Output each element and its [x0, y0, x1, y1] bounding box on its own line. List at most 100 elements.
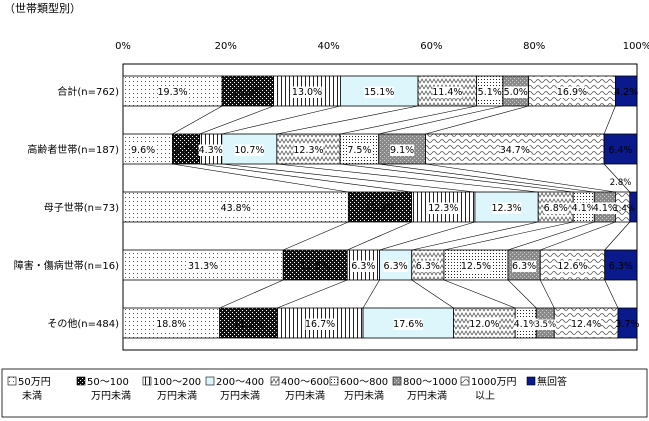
bar-segment	[603, 133, 638, 165]
data-label-bg	[198, 144, 223, 156]
bar-segment	[171, 133, 201, 165]
x-tick-label: 100%	[623, 41, 649, 52]
legend-swatch	[142, 376, 152, 386]
series-connector-line	[276, 105, 419, 135]
category-label: 障害・傷病世帯(n=16)	[14, 259, 119, 272]
series-connector-line	[507, 221, 595, 251]
data-label: 5.0%	[504, 87, 528, 98]
series-connector-line	[540, 221, 616, 251]
data-label: 10.0%	[233, 87, 263, 98]
legend-label: 200〜400	[216, 377, 264, 388]
series-connector-line	[340, 163, 574, 193]
data-label: 6.3%	[351, 261, 375, 272]
bar-segment	[629, 191, 638, 223]
series-connector-line	[283, 221, 349, 251]
data-label: 4.3%	[199, 145, 223, 156]
data-label: 11.4%	[432, 87, 462, 98]
data-label: 10.7%	[234, 145, 264, 156]
data-label: 3.7%	[615, 319, 639, 330]
data-label-bg	[461, 260, 491, 272]
series-connector-line	[604, 221, 631, 251]
series-connector-line	[378, 105, 503, 135]
data-label: 3.5%	[534, 320, 556, 330]
data-label-bg	[592, 202, 617, 214]
series-connector-line	[172, 163, 349, 193]
x-tick-label: 60%	[420, 41, 442, 52]
series-connector-line	[219, 279, 284, 309]
data-label: 19.3%	[158, 87, 188, 98]
connector-lines	[172, 105, 631, 309]
data-label: 6.3%	[384, 261, 408, 272]
legend-label: 万円未満	[344, 390, 384, 402]
legend-label: 50〜100	[87, 377, 129, 388]
data-label: 12.3%	[428, 203, 458, 214]
legend-label: 未満	[22, 390, 42, 402]
page-title: （世帯類型別）	[4, 2, 81, 15]
series-connector-line	[603, 105, 616, 135]
data-label-bg	[432, 86, 463, 98]
data-label-bg	[157, 86, 188, 98]
data-label: 12.4%	[571, 319, 601, 330]
legend-swatch	[460, 376, 470, 386]
data-label: 6.8%	[544, 203, 568, 214]
series-connector-line	[199, 163, 412, 193]
legend-box	[1, 368, 648, 418]
series-connector-line	[443, 221, 574, 251]
data-label: 4.1%	[514, 319, 538, 330]
data-label: 12.0%	[469, 319, 499, 330]
data-label-bg	[512, 260, 537, 272]
x-tick-label: 80%	[523, 41, 545, 52]
category-label: その他(n=484)	[47, 317, 119, 330]
data-label-bg	[305, 318, 335, 330]
x-tick-label: 0%	[115, 41, 131, 52]
data-label-bg	[188, 260, 218, 272]
data-label: 13.0%	[292, 87, 322, 98]
legend-swatch	[329, 376, 339, 386]
legend-label: 400〜600	[281, 377, 329, 388]
data-label: 9.6%	[131, 145, 155, 156]
category-label: 母子世帯(n=73)	[44, 201, 119, 214]
legend-label: 万円未満	[91, 390, 131, 402]
series-connector-line	[603, 163, 631, 193]
series-connector-line	[340, 105, 477, 135]
series-connector-line	[378, 163, 595, 193]
series-connector-line	[425, 163, 616, 193]
data-label-bg	[571, 318, 601, 330]
category-label: 合計(n=762)	[57, 85, 119, 98]
data-label: 12.6%	[557, 261, 587, 272]
series-connector-line	[604, 279, 619, 309]
data-label: 16.7%	[305, 319, 335, 330]
series-connector-line	[362, 279, 380, 309]
data-label-bg	[220, 202, 251, 214]
data-label: 4.1%	[593, 203, 617, 214]
data-label: 31.3%	[188, 261, 218, 272]
data-label-bg	[513, 318, 538, 330]
legend-label: 万円未満	[285, 390, 325, 402]
legend-label: 万円未満	[157, 390, 197, 402]
x-tick-label: 40%	[317, 41, 339, 52]
data-label-bg	[500, 144, 530, 156]
data-label-bg	[156, 318, 187, 330]
data-label: 16.9%	[557, 87, 587, 98]
legend-label: 1000万円	[471, 377, 516, 388]
legend-label: 600〜800	[340, 377, 388, 388]
legend-label: 100〜200	[153, 377, 201, 388]
series-connector-line	[379, 221, 476, 251]
data-label-bg	[543, 202, 568, 214]
series-connector-line	[221, 163, 475, 193]
data-label: 6.3%	[416, 261, 440, 272]
data-label-bg	[503, 86, 528, 98]
data-label-bg	[393, 318, 424, 330]
legend-swatch	[76, 376, 86, 386]
data-label: 15.1%	[364, 87, 394, 98]
legend-label: 以上	[475, 390, 495, 402]
series-connector-line	[411, 221, 539, 251]
data-label-bg	[534, 319, 557, 330]
bar-segment	[219, 307, 278, 339]
data-label: 12.3%	[293, 145, 323, 156]
series-connector-line	[221, 105, 341, 135]
data-label-bg	[383, 260, 408, 272]
data-label-bg	[130, 144, 155, 156]
data-label-bg	[469, 318, 500, 330]
